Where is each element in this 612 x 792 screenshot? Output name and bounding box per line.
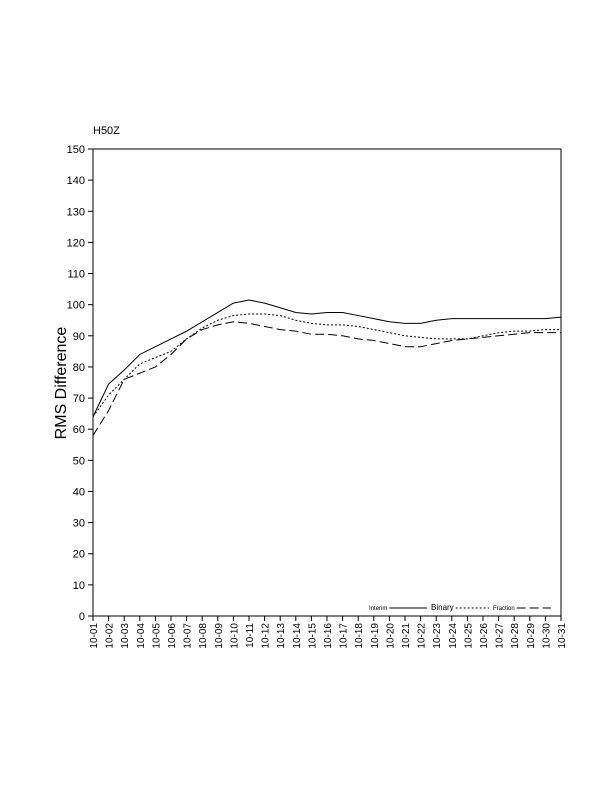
y-tick-label: 100 — [67, 300, 85, 312]
x-tick-label: 10-03 — [120, 623, 131, 649]
x-tick-label: 10-13 — [276, 623, 287, 649]
x-tick-label: 10-30 — [541, 623, 552, 649]
y-tick-label: 150 — [67, 144, 85, 156]
x-tick-label: 10-21 — [401, 623, 412, 649]
x-tick-label: 10-02 — [105, 623, 116, 649]
line-series — [92, 313, 561, 418]
x-tick-label: 10-24 — [448, 623, 459, 649]
x-tick-label: 10-01 — [89, 623, 100, 649]
x-tick-label: 10-08 — [198, 623, 209, 649]
x-tick-label: 10-22 — [417, 623, 428, 649]
y-tick-label: 130 — [67, 206, 85, 218]
x-tick-label: 10-11 — [245, 623, 256, 648]
x-tick-label: 10-18 — [354, 623, 365, 649]
x-tick-label: 10-17 — [339, 623, 350, 649]
x-tick-label: 10-26 — [479, 623, 490, 649]
x-tick-label: 10-09 — [214, 623, 225, 649]
x-tick-label: 10-16 — [323, 623, 334, 649]
y-tick-label: 40 — [73, 486, 85, 498]
x-tick-label: 10-20 — [385, 623, 396, 649]
y-axis-label: RMS Difference — [53, 327, 70, 440]
x-tick-label: 10-19 — [370, 623, 381, 649]
y-tick-label: 60 — [73, 424, 85, 436]
x-tick-label: 10-31 — [557, 623, 568, 649]
chart-title: H50Z — [93, 125, 120, 137]
y-tick-label: 80 — [73, 362, 85, 374]
plot-frame — [92, 148, 562, 617]
x-tick-label: 10-23 — [432, 623, 443, 649]
y-tick-label: 120 — [67, 237, 85, 249]
x-tick-label: 10-12 — [261, 623, 272, 649]
line-series — [92, 321, 561, 436]
x-tick-label: 10-07 — [183, 623, 194, 649]
x-tick-label: 10-10 — [229, 623, 240, 649]
y-tick-label: 0 — [79, 611, 85, 623]
y-tick-label: 20 — [73, 549, 85, 561]
x-tick-label: 10-27 — [495, 623, 506, 649]
x-tick-label: 10-06 — [167, 623, 178, 649]
x-tick-label: 10-15 — [307, 623, 318, 649]
x-tick-label: 10-28 — [510, 623, 521, 649]
x-tick-label: 10-05 — [151, 623, 162, 649]
legend-label: Binary — [431, 603, 454, 612]
legend-label: Interim — [369, 606, 387, 612]
y-tick-label: 110 — [67, 269, 85, 281]
x-tick-label: 10-25 — [463, 623, 474, 649]
line-series — [92, 299, 562, 417]
y-tick-label: 50 — [73, 455, 85, 467]
legend-label: Fraction — [493, 606, 515, 612]
y-tick-label: 30 — [73, 518, 85, 530]
y-tick-label: 90 — [73, 331, 85, 343]
x-tick-label: 10-14 — [292, 623, 303, 649]
x-tick-label: 10-29 — [526, 623, 537, 649]
y-tick-label: 70 — [73, 393, 85, 405]
y-tick-label: 140 — [67, 175, 85, 187]
y-tick-label: 10 — [73, 580, 85, 592]
x-tick-label: 10-04 — [136, 623, 147, 649]
